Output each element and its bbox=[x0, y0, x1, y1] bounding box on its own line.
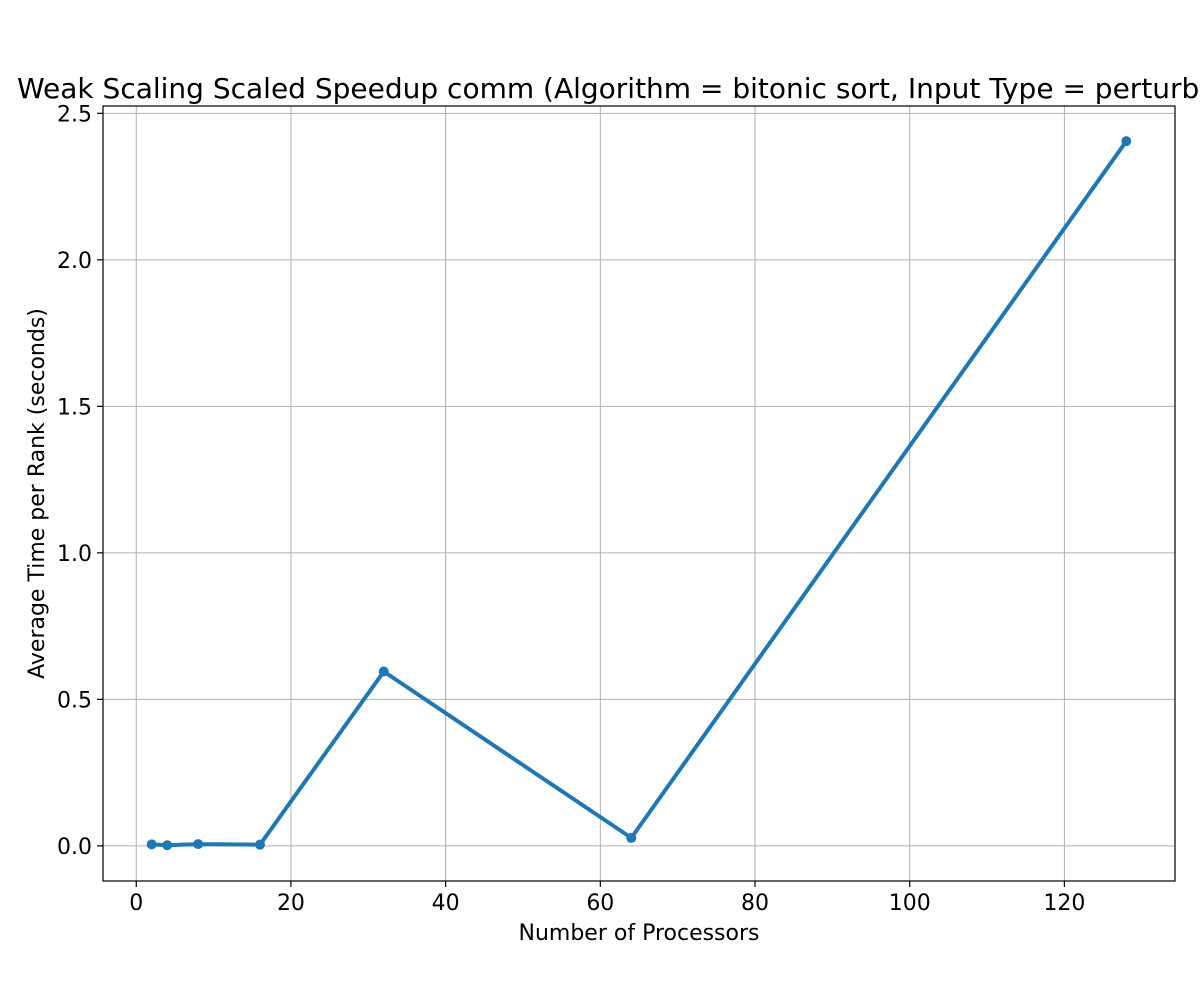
grid bbox=[103, 106, 1175, 881]
x-tick-label: 80 bbox=[741, 891, 769, 916]
data-point bbox=[193, 839, 204, 850]
axis-ticks: 0 20 40 60 80 100 120 0.0 0.5 1.0 1.5 2.0 2.5 bbox=[57, 102, 1085, 916]
y-tick-label: 2.5 bbox=[57, 102, 92, 127]
data-point bbox=[378, 666, 389, 677]
x-tick-label: 40 bbox=[432, 891, 460, 916]
y-tick-label: 0.5 bbox=[57, 688, 92, 713]
y-axis-label: Average Time per Rank (seconds) bbox=[25, 308, 50, 679]
y-tick-label: 0.0 bbox=[57, 835, 92, 860]
data-point bbox=[1121, 136, 1132, 147]
data-point bbox=[146, 839, 157, 850]
x-tick-label: 120 bbox=[1043, 891, 1085, 916]
y-tick-label: 1.5 bbox=[57, 395, 92, 420]
plot-frame bbox=[102, 105, 1176, 882]
y-tick-label: 2.0 bbox=[57, 249, 92, 274]
series-group bbox=[146, 136, 1132, 851]
x-axis-label: Number of Processors bbox=[519, 921, 760, 946]
y-tick-label: 1.0 bbox=[57, 542, 92, 567]
series-line bbox=[149, 139, 1129, 848]
x-tick-label: 60 bbox=[586, 891, 614, 916]
x-tick-label: 0 bbox=[129, 891, 143, 916]
chart-title: Weak Scaling Scaled Speedup comm (Algori… bbox=[17, 72, 1200, 105]
data-point bbox=[626, 832, 637, 843]
data-point bbox=[162, 840, 173, 851]
x-tick-label: 100 bbox=[889, 891, 931, 916]
data-point bbox=[255, 839, 266, 850]
x-tick-label: 20 bbox=[277, 891, 305, 916]
